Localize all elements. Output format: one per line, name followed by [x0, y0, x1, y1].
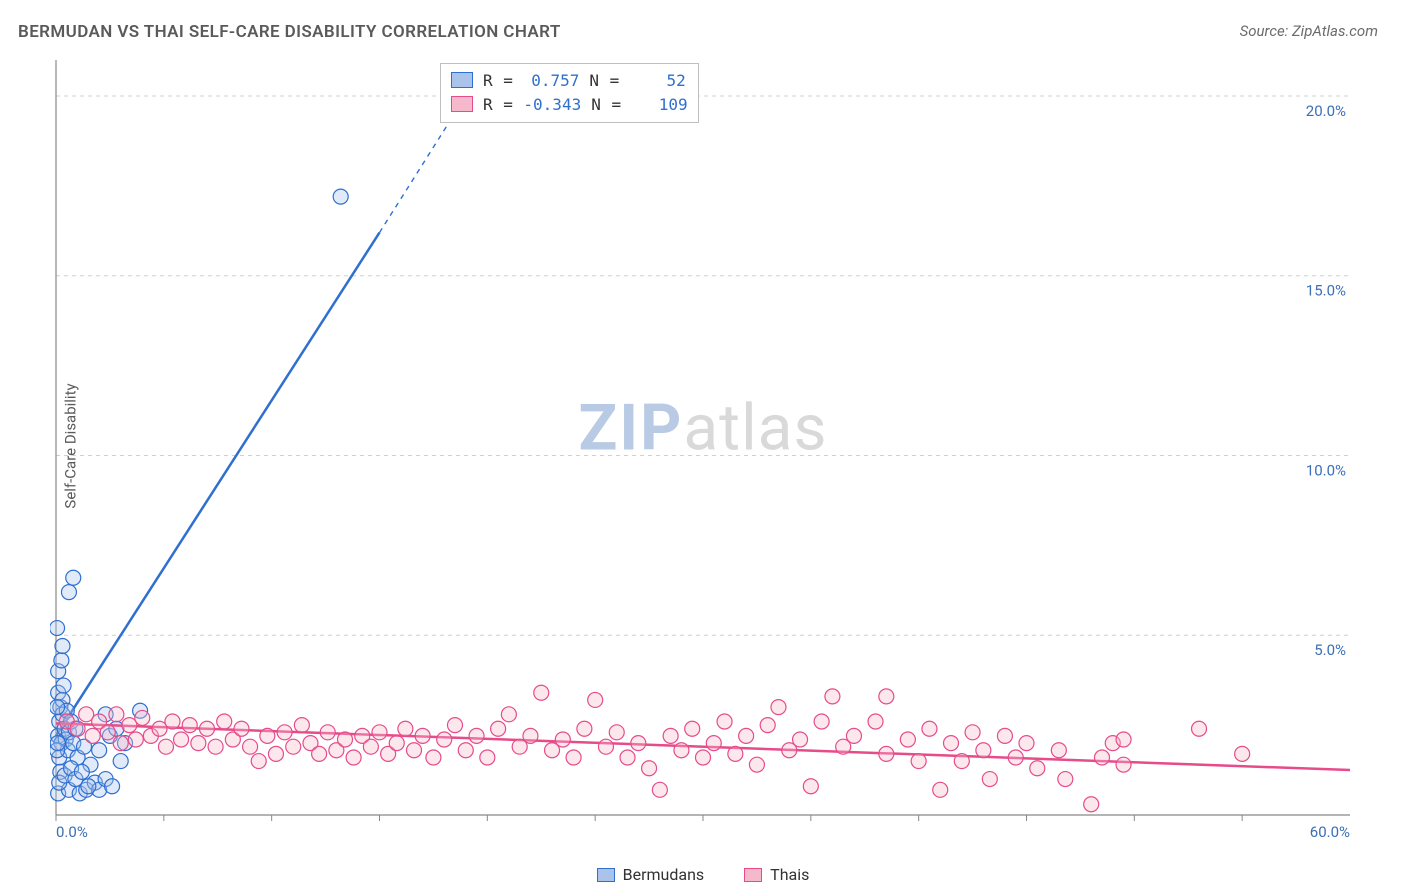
swatch-series1 [597, 868, 615, 882]
chart-title: BERMUDAN VS THAI SELF-CARE DISABILITY CO… [18, 22, 561, 42]
swatch-series2 [744, 868, 762, 882]
swatch-series1 [451, 72, 473, 88]
svg-text:20.0%: 20.0% [1306, 102, 1346, 120]
svg-text:0.0%: 0.0% [56, 823, 88, 840]
swatch-series2 [451, 96, 473, 112]
n-label: N = [589, 71, 619, 90]
svg-text:15.0%: 15.0% [1306, 282, 1346, 300]
n-value-series2: 109 [632, 95, 688, 114]
svg-text:5.0%: 5.0% [1314, 641, 1346, 659]
n-value-series1: 52 [630, 71, 686, 90]
stats-legend: R = 0.757 N = 52 R = -0.343 N = 109 [440, 63, 699, 123]
r-label: R = [483, 95, 513, 114]
source-label: Source: ZipAtlas.com [1240, 22, 1378, 40]
legend-item-series2: Thais [744, 865, 809, 884]
stats-row-series2: R = -0.343 N = 109 [451, 92, 688, 116]
r-value-series1: 0.757 [523, 71, 579, 90]
legend-label: Bermudans [623, 865, 705, 884]
legend-label: Thais [770, 865, 809, 884]
legend-item-series1: Bermudans [597, 865, 705, 884]
svg-text:10.0%: 10.0% [1306, 461, 1346, 479]
stats-row-series1: R = 0.757 N = 52 [451, 68, 688, 92]
n-label: N = [591, 95, 621, 114]
svg-text:60.0%: 60.0% [1310, 823, 1350, 840]
r-value-series2: -0.343 [523, 95, 581, 114]
r-label: R = [483, 71, 513, 90]
scatter-plot: 5.0% 10.0% 15.0% 20.0% 0.0% 60.0% [50, 55, 1370, 840]
series-legend: Bermudans Thais [0, 865, 1406, 884]
